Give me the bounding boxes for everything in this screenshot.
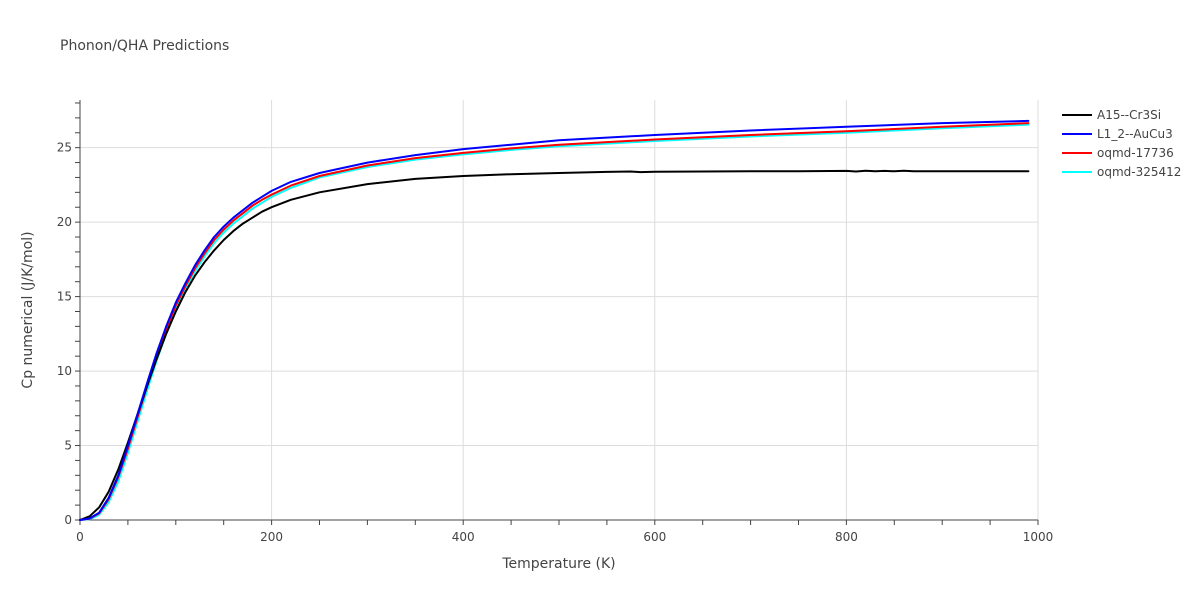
y-tick-label: 5 (64, 439, 72, 453)
series-line-oqmd-325412 (79, 123, 1030, 521)
legend-label: A15--Cr3Si (1097, 108, 1161, 122)
x-tick-label: 400 (452, 530, 475, 544)
x-tick-label: 600 (643, 530, 666, 544)
chart-title: Phonon/QHA Predictions (60, 38, 229, 54)
y-axis-label: Cp numerical (J/K/mol) (20, 231, 36, 388)
tick-labels: 0 200 400 600 800 1000 0 5 10 15 20 25 (57, 141, 1054, 544)
axes (75, 100, 1039, 525)
x-tick-label: 800 (835, 530, 858, 544)
x-tick-label: 1000 (1023, 530, 1054, 544)
series-line-l1-2-aucu3 (79, 119, 1030, 521)
y-tick-label: 10 (57, 364, 72, 378)
y-tick-label: 20 (57, 215, 72, 229)
legend: A15--Cr3Si L1_2--AuCu3 oqmd-17736 oqmd-3254… (1062, 108, 1181, 179)
series-line-oqmd-17736 (79, 122, 1030, 521)
series-lines (79, 119, 1030, 521)
legend-label: oqmd-325412 (1097, 165, 1181, 179)
y-tick-label: 0 (64, 513, 72, 527)
x-tick-label: 200 (260, 530, 283, 544)
y-tick-label: 15 (57, 290, 72, 304)
series-line-a15-cr3si (79, 169, 1030, 521)
y-tick-label: 25 (57, 141, 72, 155)
grid-lines (80, 100, 1039, 520)
legend-label: L1_2--AuCu3 (1097, 127, 1173, 141)
x-axis-label: Temperature (K) (501, 556, 615, 572)
x-tick-label: 0 (76, 530, 84, 544)
legend-label: oqmd-17736 (1097, 146, 1174, 160)
